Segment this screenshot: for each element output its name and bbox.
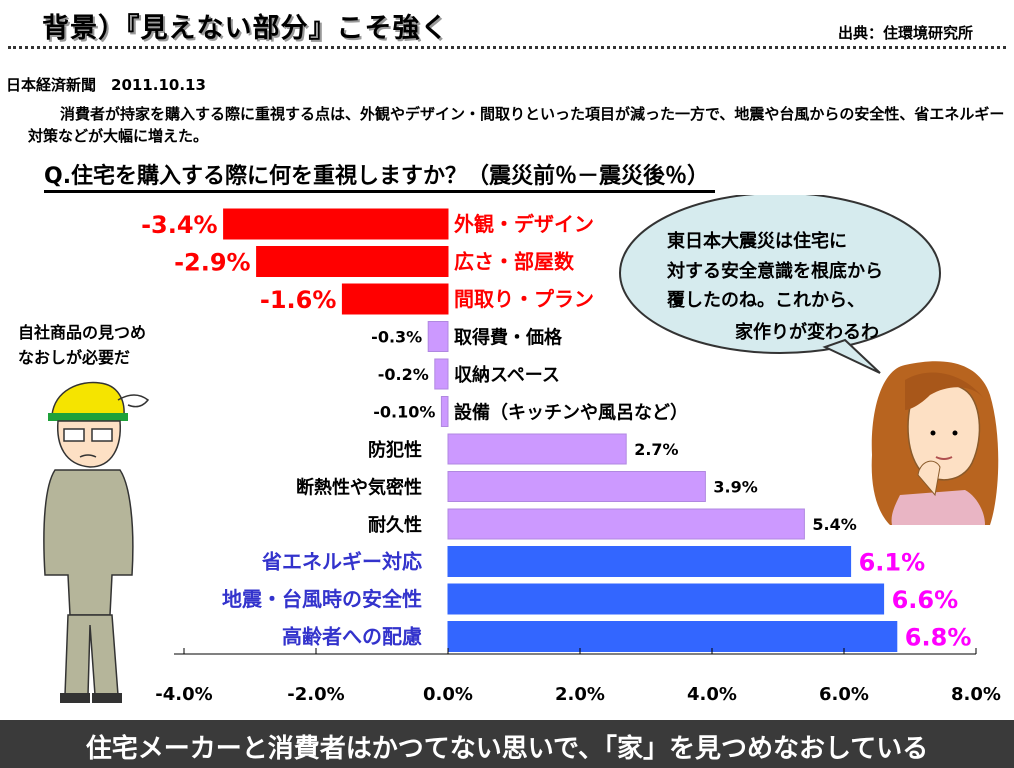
page-title: 背景）『見えない部分』こそ強く — [42, 13, 449, 44]
category-label-2: 間取り・プラン — [454, 287, 594, 311]
bar-10 — [447, 583, 885, 615]
category-label-4: 収納スペース — [454, 364, 560, 386]
bar-9 — [447, 546, 852, 577]
bar-5 — [440, 396, 449, 427]
value-label-1: -2.9% — [174, 249, 251, 277]
x-axis-ticks: -4.0% -2.0% 0.0% 2.0% 4.0% 6.0% 8.0% — [155, 648, 1001, 705]
value-label-8: 5.4% — [812, 515, 856, 534]
bar-11 — [447, 621, 898, 652]
bar-8 — [447, 508, 805, 540]
bar-1 — [256, 246, 449, 277]
worker-speech: 自社商品の見つめ なおしが必要だ — [18, 320, 146, 370]
value-label-11: 6.8% — [905, 624, 972, 652]
footer-bar — [0, 720, 1014, 768]
woman-speech-line4: 家作りが変わるわ — [735, 321, 879, 343]
bar-chart: 外観・デザイン広さ・部屋数間取り・プラン取得費・価格収納スペース設備（キッチンや… — [43, 195, 1001, 705]
category-label-11: 高齢者への配慮 — [282, 625, 422, 649]
x-tick-label-3: 2.0% — [555, 684, 605, 705]
x-tick-label-0: -4.0% — [155, 684, 212, 705]
bar-4 — [434, 358, 449, 390]
category-label-8: 耐久性 — [368, 514, 422, 536]
woman-illustration — [871, 361, 999, 525]
source-credit: 出典：住環境研究所 — [838, 24, 974, 42]
category-label-10: 地震・台風時の安全性 — [222, 587, 422, 611]
category-label-0: 外観・デザイン — [454, 212, 594, 236]
category-label-1: 広さ・部屋数 — [454, 250, 575, 274]
value-label-9: 6.1% — [859, 549, 926, 577]
value-label-2: -1.6% — [260, 286, 337, 314]
value-labels: -3.4% -2.9% -1.6% -0.3% -0.2% -0.10% 2.7% 3.9% 5… — [141, 211, 971, 652]
value-label-5: -0.10% — [373, 403, 435, 422]
bar-6 — [447, 433, 627, 465]
value-label-6: 2.7% — [634, 440, 678, 459]
worker-illustration — [43, 381, 150, 703]
category-label-5: 設備（キッチンや風呂など） — [454, 402, 688, 424]
x-tick-label-2: 0.0% — [423, 684, 473, 705]
bar-0 — [223, 208, 449, 240]
bar-2 — [341, 283, 449, 315]
value-label-7: 3.9% — [713, 478, 757, 497]
x-tick-label-5: 6.0% — [819, 684, 869, 705]
woman-speech-line3: 覆したのね。これから、 — [667, 290, 865, 311]
category-label-9: 省エネルギー対応 — [261, 550, 422, 574]
value-label-4: -0.2% — [378, 365, 429, 384]
worker-speech-line1: 自社商品の見つめ — [18, 323, 147, 342]
footer-message: 住宅メーカーと消費者はかつてない思いで、「家」を見つめなおしている — [85, 734, 929, 764]
chart-bars — [223, 208, 898, 652]
value-label-0: -3.4% — [141, 211, 218, 239]
worker-speech-line2: なおしが必要だ — [18, 348, 131, 367]
chart-question: Q.住宅を購入する際に何を重視しますか？（震災前％－震災後％） — [44, 158, 716, 193]
x-tick-label-4: 4.0% — [687, 684, 737, 705]
category-label-7: 断熱性や気密性 — [296, 477, 422, 499]
bar-7 — [447, 471, 706, 502]
newspaper-citation: 日本経済新聞 2011.10.13 — [6, 76, 206, 94]
category-label-3: 取得費・価格 — [454, 327, 563, 349]
value-label-3: -0.3% — [371, 328, 422, 347]
category-labels: 外観・デザイン広さ・部屋数間取り・プラン取得費・価格収納スペース設備（キッチンや… — [222, 212, 688, 649]
lead-paragraph: 消費者が持家を購入する際に重視する点は、外観やデザイン・間取りといった項目が減っ… — [28, 105, 1005, 145]
title-divider — [8, 46, 1006, 49]
speech-bubble-woman: 東日本大震災は住宅に 対する安全意識を根底から 覆したのね。これから、 家作りが… — [619, 195, 941, 374]
x-tick-label-6: 8.0% — [951, 684, 1001, 705]
woman-speech-line2: 対する安全意識を根底から — [666, 260, 883, 282]
bar-3 — [427, 321, 449, 352]
category-label-6: 防犯性 — [368, 439, 422, 461]
x-tick-label-1: -2.0% — [287, 684, 344, 705]
woman-speech-line1: 東日本大震災は住宅に — [667, 230, 847, 252]
value-label-10: 6.6% — [892, 586, 959, 614]
